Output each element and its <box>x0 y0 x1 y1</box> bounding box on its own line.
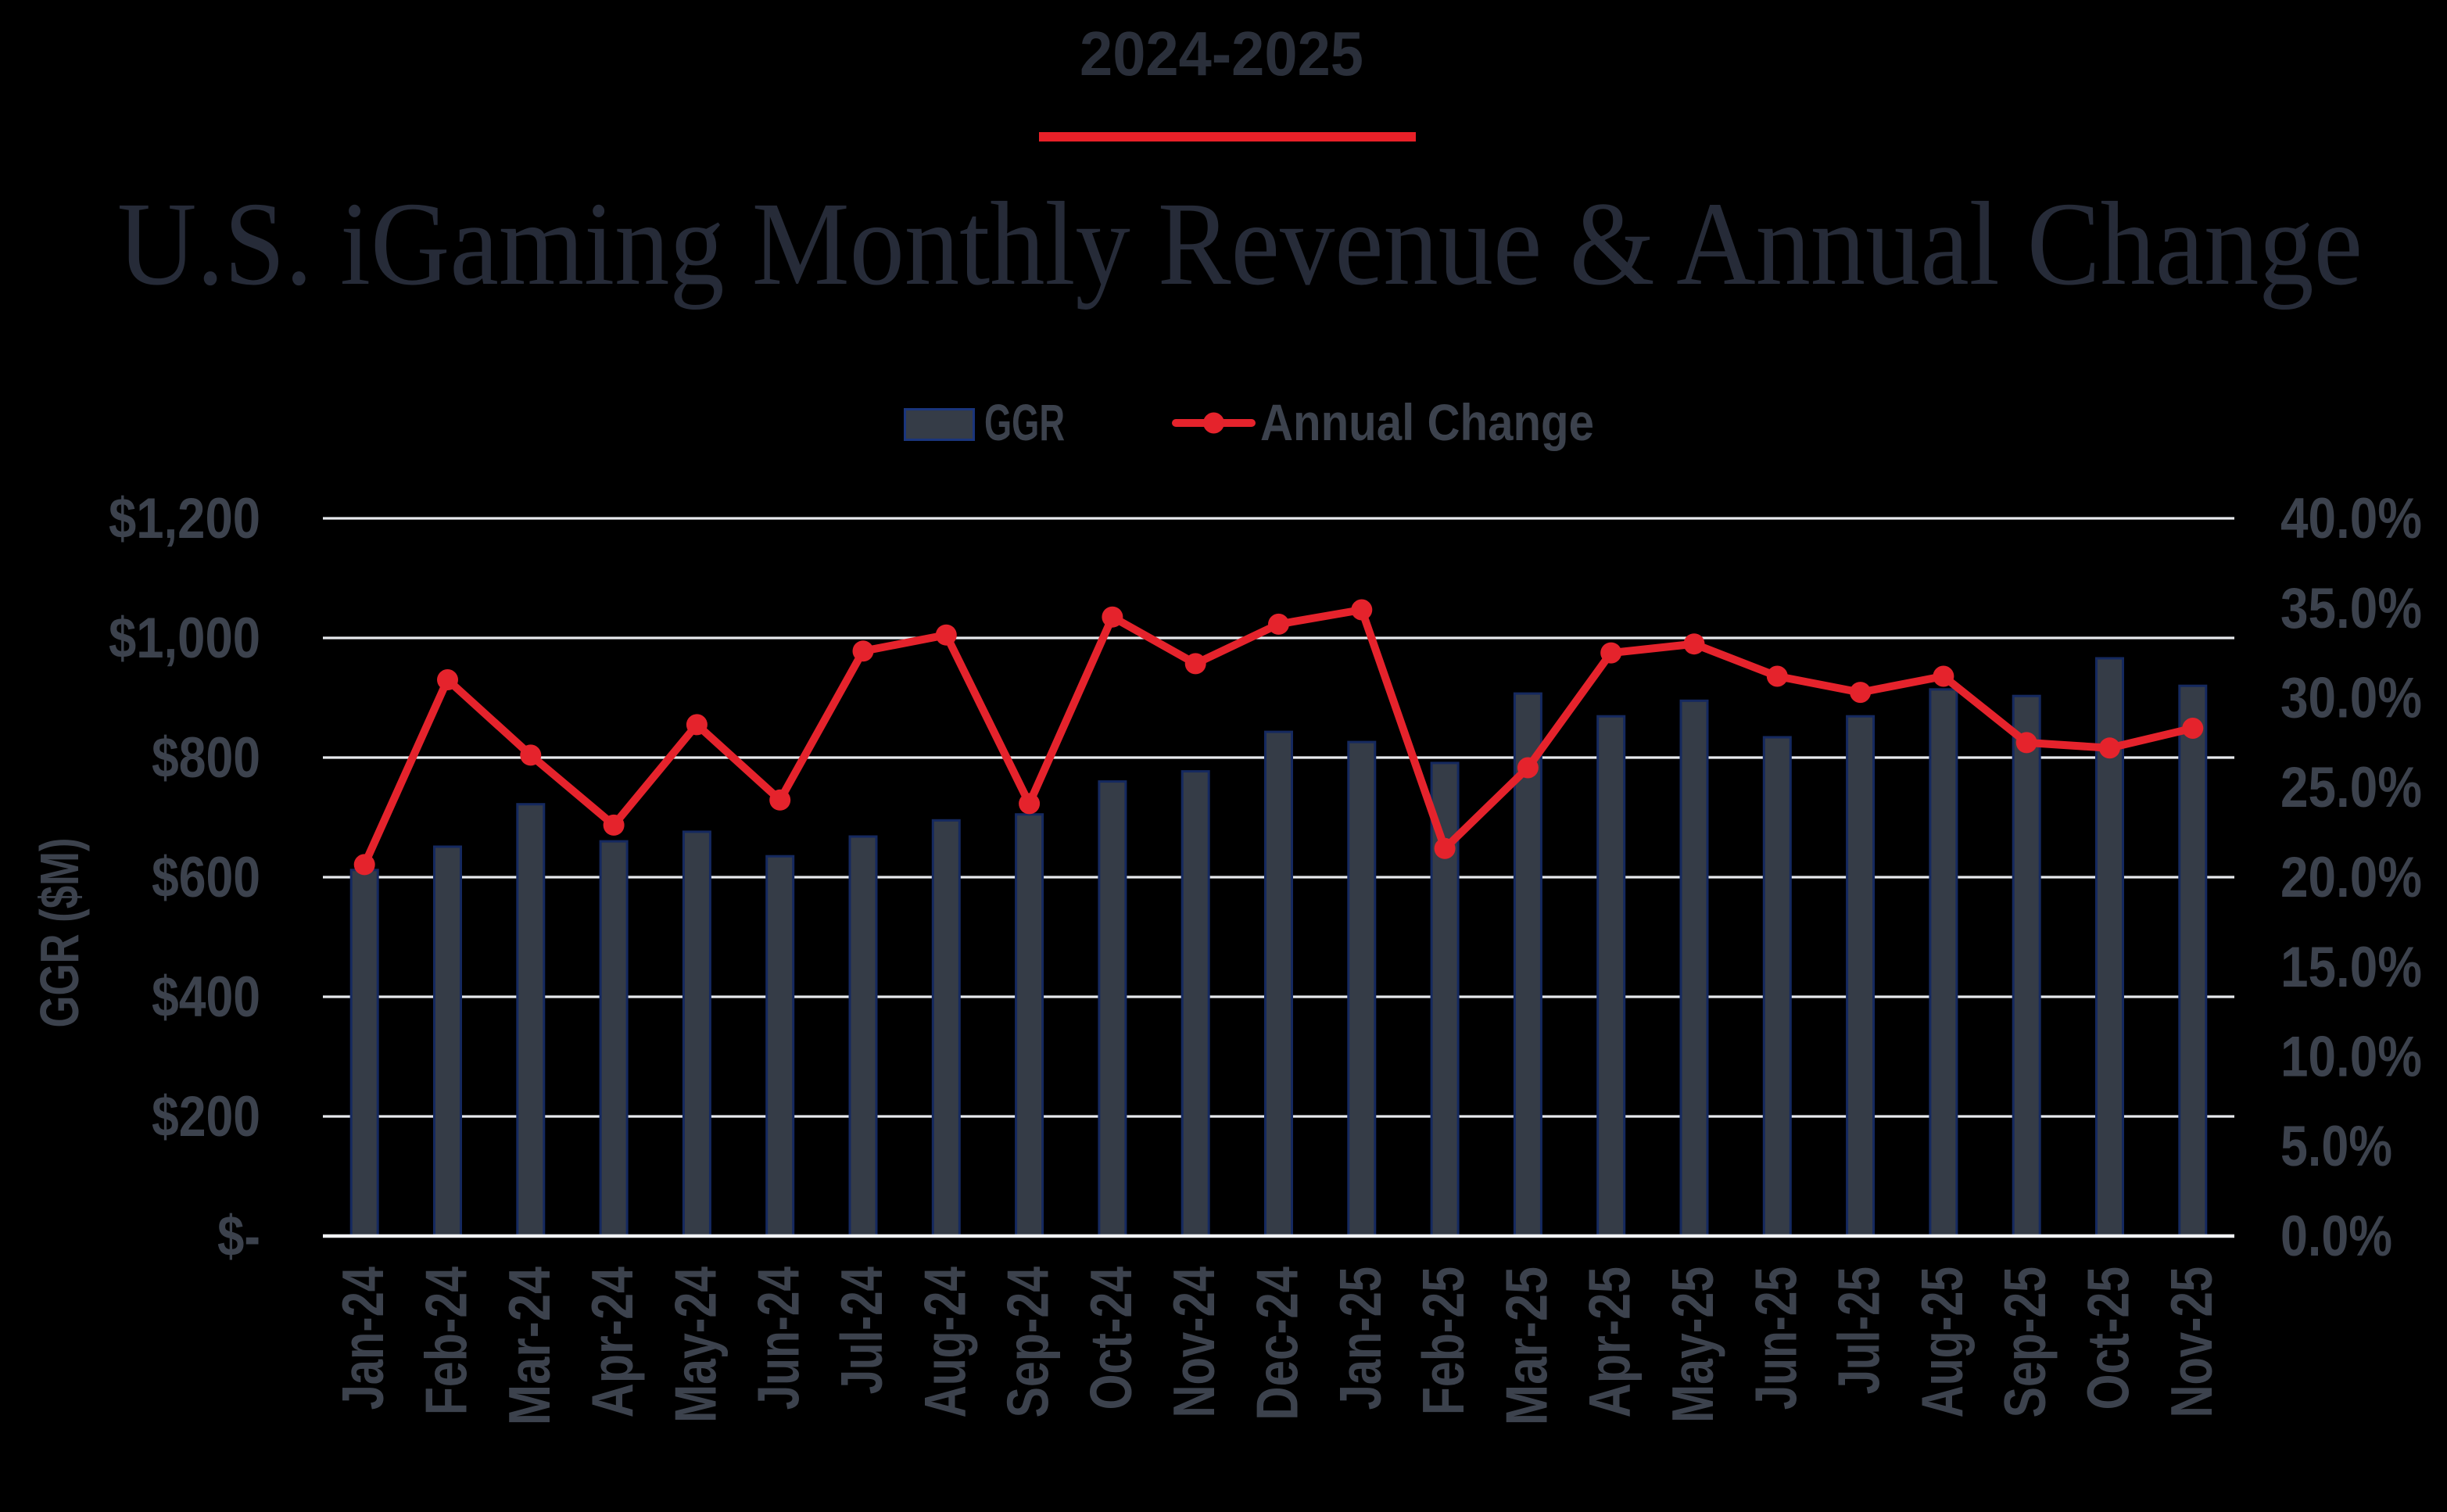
svg-text:Jul-24: Jul-24 <box>829 1267 894 1395</box>
svg-text:Dec-24: Dec-24 <box>1245 1267 1310 1421</box>
svg-text:$400: $400 <box>152 966 260 1029</box>
svg-text:GGR: GGR <box>984 393 1065 451</box>
svg-text:Jul-25: Jul-25 <box>1826 1267 1892 1394</box>
svg-text:$-: $- <box>217 1205 260 1268</box>
svg-text:Apr-24: Apr-24 <box>579 1267 645 1418</box>
svg-text:Sep-24: Sep-24 <box>995 1267 1061 1418</box>
svg-text:Aug-25: Aug-25 <box>1909 1267 1975 1417</box>
svg-text:Jan-25: Jan-25 <box>1327 1267 1393 1410</box>
svg-text:Oct-25: Oct-25 <box>2076 1267 2141 1410</box>
svg-text:Nov-25: Nov-25 <box>2159 1267 2224 1417</box>
svg-text:Annual Change: Annual Change <box>1260 393 1594 451</box>
svg-text:Mar-24: Mar-24 <box>496 1267 562 1426</box>
svg-text:Oct-24: Oct-24 <box>1078 1267 1144 1410</box>
svg-text:Sep-25: Sep-25 <box>1992 1267 2058 1417</box>
svg-text:Apr-25: Apr-25 <box>1577 1267 1643 1417</box>
svg-text:Jun-25: Jun-25 <box>1743 1267 1808 1410</box>
svg-text:U.S. iGaming Monthly Revenue &: U.S. iGaming Monthly Revenue & Annual Ch… <box>117 178 2363 310</box>
svg-text:May-24: May-24 <box>662 1267 728 1423</box>
svg-text:40.0%: 40.0% <box>2280 487 2422 550</box>
svg-text:10.0%: 10.0% <box>2280 1026 2422 1089</box>
svg-text:$1,200: $1,200 <box>109 487 260 550</box>
svg-text:GGR ($M): GGR ($M) <box>29 838 90 1028</box>
svg-text:Feb-24: Feb-24 <box>414 1267 479 1415</box>
svg-text:Mar-25: Mar-25 <box>1493 1267 1559 1425</box>
svg-text:Jun-24: Jun-24 <box>746 1267 811 1410</box>
svg-text:$600: $600 <box>152 846 260 909</box>
svg-text:Feb-25: Feb-25 <box>1410 1267 1476 1415</box>
svg-text:15.0%: 15.0% <box>2280 936 2422 999</box>
svg-text:$200: $200 <box>152 1085 260 1148</box>
svg-text:$1,000: $1,000 <box>109 607 260 670</box>
svg-text:$800: $800 <box>152 726 260 790</box>
svg-text:0.0%: 0.0% <box>2280 1205 2392 1268</box>
svg-text:Nov-24: Nov-24 <box>1161 1267 1227 1418</box>
svg-text:35.0%: 35.0% <box>2280 577 2422 640</box>
svg-text:2024-2025: 2024-2025 <box>1080 19 1363 88</box>
svg-text:20.0%: 20.0% <box>2280 846 2422 909</box>
svg-text:Aug-24: Aug-24 <box>912 1267 977 1418</box>
svg-text:Jan-24: Jan-24 <box>330 1267 396 1410</box>
svg-text:30.0%: 30.0% <box>2280 667 2422 730</box>
svg-text:May-25: May-25 <box>1660 1267 1725 1423</box>
svg-text:5.0%: 5.0% <box>2280 1115 2392 1178</box>
svg-text:25.0%: 25.0% <box>2280 756 2422 819</box>
